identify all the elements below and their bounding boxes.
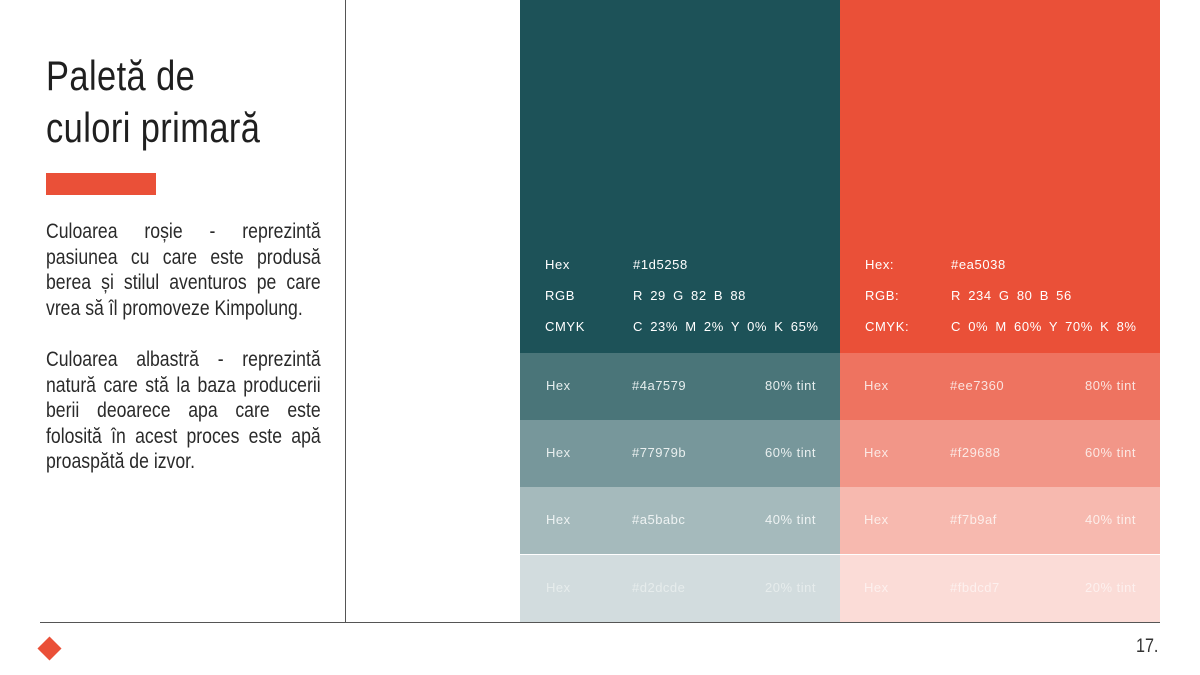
teal-rgb-value: R 29 G 82 B 88	[633, 288, 747, 303]
teal-palette-column: Hex #1d5258 RGB R 29 G 82 B 88 CMYK C 23…	[520, 0, 840, 622]
red-cmyk-value: C 0% M 60% Y 70% K 8%	[951, 319, 1137, 334]
tint-label: Hex	[546, 512, 571, 527]
red-cmyk-label: CMYK:	[865, 319, 910, 334]
tint-percent: 40% tint	[1085, 512, 1136, 527]
red-rgb-label: RGB:	[865, 288, 900, 303]
teal-hex-label: Hex	[545, 257, 570, 272]
tint-label: Hex	[546, 445, 571, 460]
blue-description: Culoarea albastră - reprezintă natură ca…	[46, 347, 321, 473]
title-line-2: culori primară	[46, 104, 261, 151]
tint-hex: #ee7360	[950, 378, 1005, 393]
teal-tint-80: Hex #4a7579 80% tint	[520, 353, 840, 420]
diamond-icon	[37, 636, 62, 661]
accent-bar	[46, 173, 156, 195]
teal-tint-20: Hex #d2dcde 20% tint	[520, 555, 840, 622]
page-title: Paletă de culori primară	[46, 50, 284, 154]
teal-tint-60: Hex #77979b 60% tint	[520, 420, 840, 487]
tint-label: Hex	[546, 580, 571, 595]
red-main-swatch: Hex: #ea5038 RGB: R 234 G 80 B 56 CMYK: …	[840, 0, 1160, 353]
red-tint-60: Hex #f29688 60% tint	[840, 420, 1160, 487]
red-tint-40: Hex #f7b9af 40% tint	[840, 487, 1160, 554]
tint-percent: 20% tint	[1085, 580, 1136, 595]
tint-percent: 60% tint	[765, 445, 816, 460]
tint-hex: #fbdcd7	[950, 580, 1000, 595]
tint-label: Hex	[546, 378, 571, 393]
tint-percent: 60% tint	[1085, 445, 1136, 460]
teal-rgb-label: RGB	[545, 288, 575, 303]
red-palette-column: Hex: #ea5038 RGB: R 234 G 80 B 56 CMYK: …	[840, 0, 1160, 622]
tint-percent: 20% tint	[765, 580, 816, 595]
tint-percent: 80% tint	[1085, 378, 1136, 393]
red-tint-80: Hex #ee7360 80% tint	[840, 353, 1160, 420]
tint-hex: #4a7579	[632, 378, 687, 393]
vertical-divider	[345, 0, 346, 622]
red-tint-20: Hex #fbdcd7 20% tint	[840, 555, 1160, 622]
tint-hex: #77979b	[632, 445, 687, 460]
page-number: 17.	[1135, 636, 1158, 657]
tint-label: Hex	[864, 445, 889, 460]
tint-label: Hex	[864, 580, 889, 595]
red-hex-value: #ea5038	[951, 257, 1006, 272]
red-rgb-value: R 234 G 80 B 56	[951, 288, 1072, 303]
teal-cmyk-value: C 23% M 2% Y 0% K 65%	[633, 319, 819, 334]
teal-main-swatch: Hex #1d5258 RGB R 29 G 82 B 88 CMYK C 23…	[520, 0, 840, 353]
red-hex-label: Hex:	[865, 257, 895, 272]
tint-percent: 40% tint	[765, 512, 816, 527]
title-line-1: Paletă de	[46, 52, 196, 99]
teal-hex-value: #1d5258	[633, 257, 688, 272]
tint-label: Hex	[864, 378, 889, 393]
tint-hex: #d2dcde	[632, 580, 686, 595]
teal-tint-40: Hex #a5babc 40% tint	[520, 487, 840, 554]
tint-percent: 80% tint	[765, 378, 816, 393]
footer-divider	[40, 622, 1160, 623]
tint-label: Hex	[864, 512, 889, 527]
tint-hex: #a5babc	[632, 512, 686, 527]
tint-hex: #f29688	[950, 445, 1001, 460]
tint-hex: #f7b9af	[950, 512, 997, 527]
teal-cmyk-label: CMYK	[545, 319, 585, 334]
red-description: Culoarea roșie - reprezintă pasiunea cu …	[46, 219, 321, 320]
